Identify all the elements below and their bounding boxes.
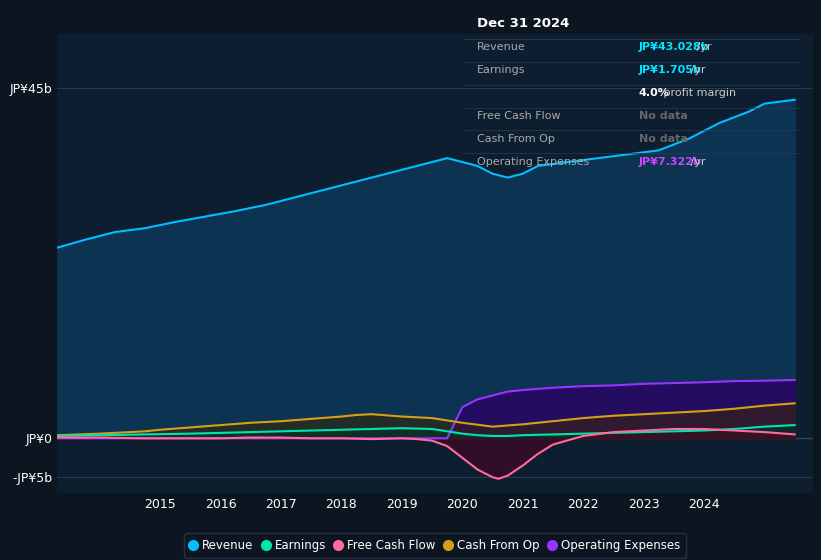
Text: /yr: /yr — [693, 43, 711, 53]
Text: Dec 31 2024: Dec 31 2024 — [477, 17, 570, 30]
Text: JP¥1.705b: JP¥1.705b — [639, 66, 702, 76]
Text: JP¥7.322b: JP¥7.322b — [639, 157, 702, 167]
Text: /yr: /yr — [687, 66, 706, 76]
Text: JP¥43.028b: JP¥43.028b — [639, 43, 709, 53]
Text: Free Cash Flow: Free Cash Flow — [477, 111, 561, 122]
Legend: Revenue, Earnings, Free Cash Flow, Cash From Op, Operating Expenses: Revenue, Earnings, Free Cash Flow, Cash … — [185, 533, 686, 558]
Text: Revenue: Revenue — [477, 43, 526, 53]
Text: profit margin: profit margin — [660, 88, 736, 99]
Text: /yr: /yr — [687, 157, 706, 167]
Text: No data: No data — [639, 111, 688, 122]
Text: Earnings: Earnings — [477, 66, 525, 76]
Text: Cash From Op: Cash From Op — [477, 134, 555, 144]
Text: No data: No data — [639, 134, 688, 144]
Text: 4.0%: 4.0% — [639, 88, 670, 99]
Text: Operating Expenses: Operating Expenses — [477, 157, 589, 167]
